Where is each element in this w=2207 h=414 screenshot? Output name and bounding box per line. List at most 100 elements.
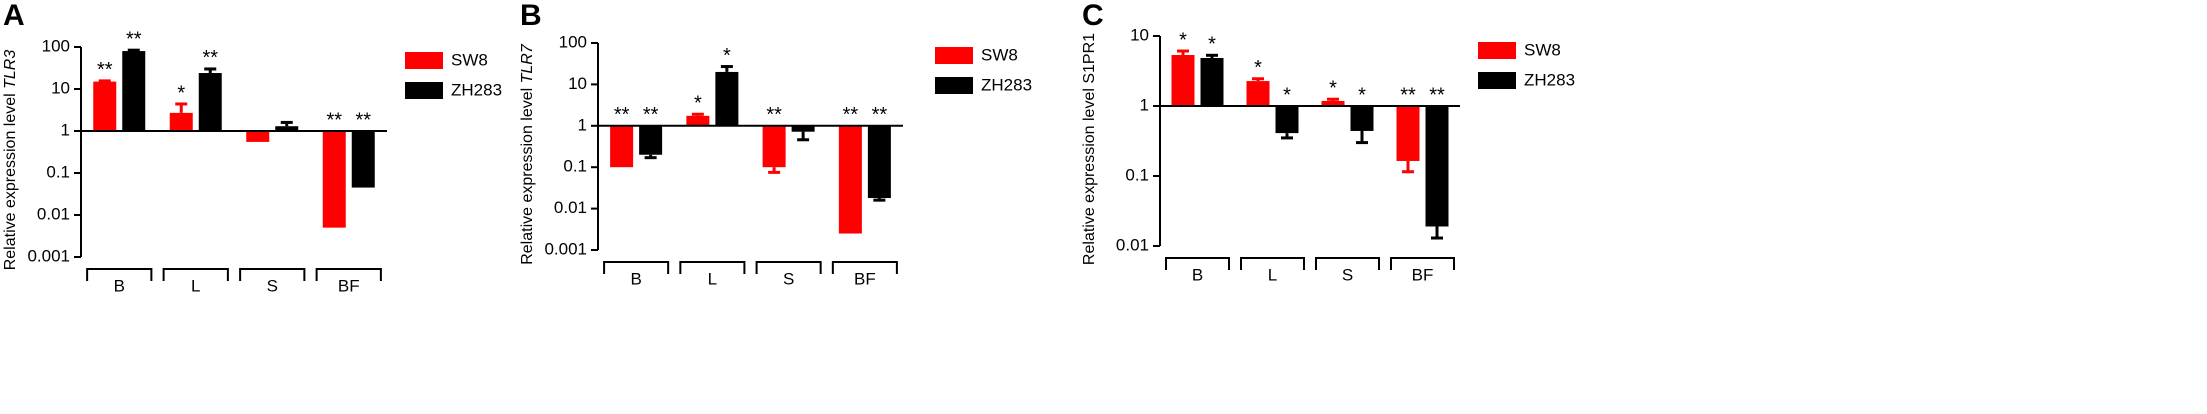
y-tick-label: 1 [61,120,70,139]
x-tick-label: S [783,269,794,288]
y-tick-label: 0.001 [544,239,587,258]
significance-label: ** [843,104,859,126]
significance-label: * [723,45,731,67]
error-bar [204,67,217,74]
significance-label: ** [126,28,142,50]
legend-swatch [405,82,443,99]
legend-label: ZH283 [981,75,1032,94]
legend-label: ZH283 [451,80,502,99]
y-tick-label: 1 [1140,95,1149,114]
y-tick-label: 100 [42,36,70,55]
bar [1425,106,1449,227]
error-bar [768,167,781,174]
significance-label: * [1208,34,1216,56]
significance-label: ** [1429,84,1445,106]
category-bracket [1165,257,1230,270]
bar [275,126,299,131]
y-tick-label: 100 [559,32,587,51]
x-tick-label: L [191,276,200,295]
legend-swatch [1478,42,1516,59]
bar [762,125,786,168]
error-bar [1177,49,1189,56]
y-axis-label-text: Relative expression level [2,89,19,270]
significance-label: ** [643,104,659,126]
y-axis-label-text: Relative expression level [519,83,536,264]
category-bracket [755,261,822,274]
bar [791,125,815,132]
x-tick-label: S [1342,265,1353,284]
legend-swatch [935,47,973,64]
y-axis-label: Relative expression level TLR7 [519,43,536,265]
category-bracket [1315,257,1380,270]
y-tick-label: 0.1 [563,157,587,176]
category-bracket [831,261,898,274]
error-bar [873,198,886,202]
bar [93,81,117,131]
bar [1246,81,1270,106]
significance-label: ** [1400,84,1416,106]
bar [838,125,862,234]
bar [1275,106,1299,134]
y-axis-label: Relative expression level S1PR1 [1081,33,1098,265]
legend-label: ZH283 [1524,70,1575,89]
bar [715,71,739,126]
bar [1171,55,1195,106]
x-tick-label: BF [1412,265,1434,284]
bar [169,112,193,131]
error-bar [127,48,140,52]
error-bar [1402,160,1414,174]
significance-label: ** [326,109,342,131]
y-tick-label: 0.01 [1116,235,1149,254]
error-bar [175,102,188,113]
significance-label: * [1329,77,1337,99]
error-bar [1356,130,1368,145]
error-bar [691,112,704,116]
bar [122,51,146,131]
legend-swatch [405,52,443,69]
x-tick-label: B [1192,265,1203,284]
category-bracket [86,268,153,281]
x-tick-label: BF [854,269,876,288]
category-bracket [679,261,746,274]
category-bracket [1240,257,1305,270]
bar [246,131,270,142]
category-bracket [1390,257,1455,270]
bar [867,125,891,199]
category-bracket [239,268,306,281]
y-axis-label-gene: S1PR1 [1081,33,1098,84]
error-bar [280,120,293,127]
y-tick-label: 0.1 [1125,165,1149,184]
y-tick-label: 0.001 [27,246,70,265]
error-bar [1281,133,1293,140]
x-tick-label: L [708,269,717,288]
significance-label: ** [614,104,630,126]
legend-label: SW8 [451,50,488,69]
bar [322,131,346,228]
legend-swatch [1478,72,1516,89]
bar [1350,106,1374,131]
x-tick-label: BF [338,276,360,295]
bar [686,115,710,126]
significance-label: * [1179,29,1187,51]
category-bracket [315,268,382,281]
y-tick-label: 10 [568,74,587,93]
panel-label: C [1082,0,1104,32]
y-tick-label: 0.01 [37,204,70,223]
y-axis-label: Relative expression level TLR3 [2,50,19,271]
y-axis-label-gene: TLR3 [2,50,19,89]
bar [1321,100,1345,106]
bar [639,125,663,155]
category-bracket [603,261,670,274]
error-bar [1206,53,1218,58]
error-bar [98,79,111,83]
significance-label: ** [202,47,218,69]
significance-label: ** [355,109,371,131]
error-bar [1252,77,1264,82]
y-axis-label-text: Relative expression level [1081,84,1098,265]
y-tick-label: 10 [51,78,70,97]
category-bracket [162,268,229,281]
x-tick-label: L [1268,265,1277,284]
y-tick-label: 10 [1130,25,1149,44]
bar [198,73,222,131]
